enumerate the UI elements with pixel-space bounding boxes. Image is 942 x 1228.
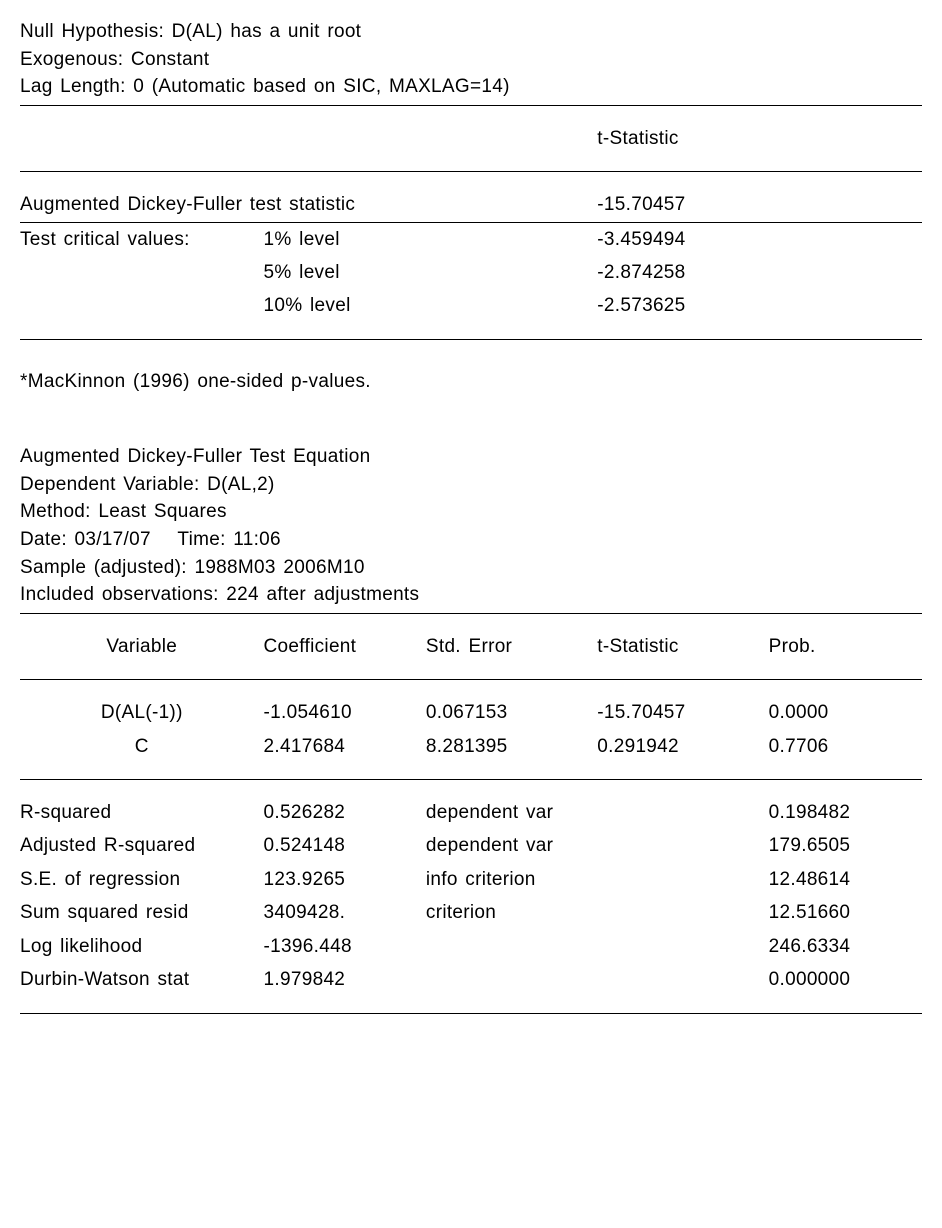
eq-depvar: Dependent Variable: D(AL,2) (20, 471, 922, 499)
mackinnon-footnote: *MacKinnon (1996) one-sided p-values. (20, 368, 922, 396)
stat-val: 1.979842 (264, 963, 426, 1013)
coef-row-p: 0.7706 (769, 730, 922, 780)
stat-name: Sum squared resid (20, 896, 264, 929)
eq-obs: Included observations: 224 after adjustm… (20, 581, 922, 609)
coef-row-se: 0.067153 (426, 680, 597, 730)
stat-name: Log likelihood (20, 930, 264, 963)
stat-right: 12.51660 (769, 896, 922, 929)
coef-row-var: D(AL(-1)) (20, 680, 264, 730)
stat-right: 0.000000 (769, 963, 922, 1013)
stat-right: 179.6505 (769, 829, 922, 862)
stat-val: -1396.448 (264, 930, 426, 963)
stat-mid: criterion (426, 896, 597, 929)
lag-length-line: Lag Length: 0 (Automatic based on SIC, M… (20, 73, 922, 101)
stat-right: 0.198482 (769, 779, 922, 829)
coef-row-coef: 2.417684 (264, 730, 426, 780)
col-coefficient: Coefficient (264, 613, 426, 679)
coef-row-p: 0.0000 (769, 680, 922, 730)
crit-level-1: 1% level (264, 222, 426, 256)
stat-right: 246.6334 (769, 930, 922, 963)
col-tstat: t-Statistic (597, 613, 768, 679)
stat-val: 0.524148 (264, 829, 426, 862)
coef-row-t: -15.70457 (597, 680, 768, 730)
stat-name: S.E. of regression (20, 863, 264, 896)
crit-level-3: 10% level (264, 289, 426, 339)
eq-datetime: Date: 03/17/07 Time: 11:06 (20, 526, 922, 554)
coef-row-se: 8.281395 (426, 730, 597, 780)
coef-row-coef: -1.054610 (264, 680, 426, 730)
eq-method: Method: Least Squares (20, 498, 922, 526)
null-hypothesis-line: Null Hypothesis: D(AL) has a unit root (20, 18, 922, 46)
adf-summary-table: t-Statistic Augmented Dickey-Fuller test… (20, 105, 922, 340)
stat-mid (426, 930, 597, 963)
crit-value-3: -2.573625 (597, 289, 768, 339)
equation-header-block: Augmented Dickey-Fuller Test Equation De… (20, 443, 922, 608)
exogenous-line: Exogenous: Constant (20, 46, 922, 74)
stat-val: 0.526282 (264, 779, 426, 829)
stat-mid (426, 963, 597, 1013)
stat-mid: dependent var (426, 779, 597, 829)
crit-value-1: -3.459494 (597, 222, 768, 256)
tstat-header: t-Statistic (597, 105, 768, 171)
adf-value: -15.70457 (597, 172, 768, 222)
coef-row-var: C (20, 730, 264, 780)
col-variable: Variable (20, 613, 264, 679)
col-stderror: Std. Error (426, 613, 597, 679)
col-prob: Prob. (769, 613, 922, 679)
stat-val: 123.9265 (264, 863, 426, 896)
crit-value-2: -2.874258 (597, 256, 768, 289)
coefficients-table: Variable Coefficient Std. Error t-Statis… (20, 613, 922, 1014)
stat-name: Durbin-Watson stat (20, 963, 264, 1013)
stat-name: Adjusted R-squared (20, 829, 264, 862)
crit-values-label: Test critical values: (20, 222, 264, 256)
stat-mid: info criterion (426, 863, 597, 896)
test-header-block: Null Hypothesis: D(AL) has a unit root E… (20, 18, 922, 101)
stat-mid: dependent var (426, 829, 597, 862)
eq-title: Augmented Dickey-Fuller Test Equation (20, 443, 922, 471)
stat-right: 12.48614 (769, 863, 922, 896)
stat-val: 3409428. (264, 896, 426, 929)
coef-row-t: 0.291942 (597, 730, 768, 780)
eq-sample: Sample (adjusted): 1988M03 2006M10 (20, 554, 922, 582)
stat-name: R-squared (20, 779, 264, 829)
adf-label: Augmented Dickey-Fuller test statistic (20, 172, 597, 222)
crit-level-2: 5% level (264, 256, 426, 289)
